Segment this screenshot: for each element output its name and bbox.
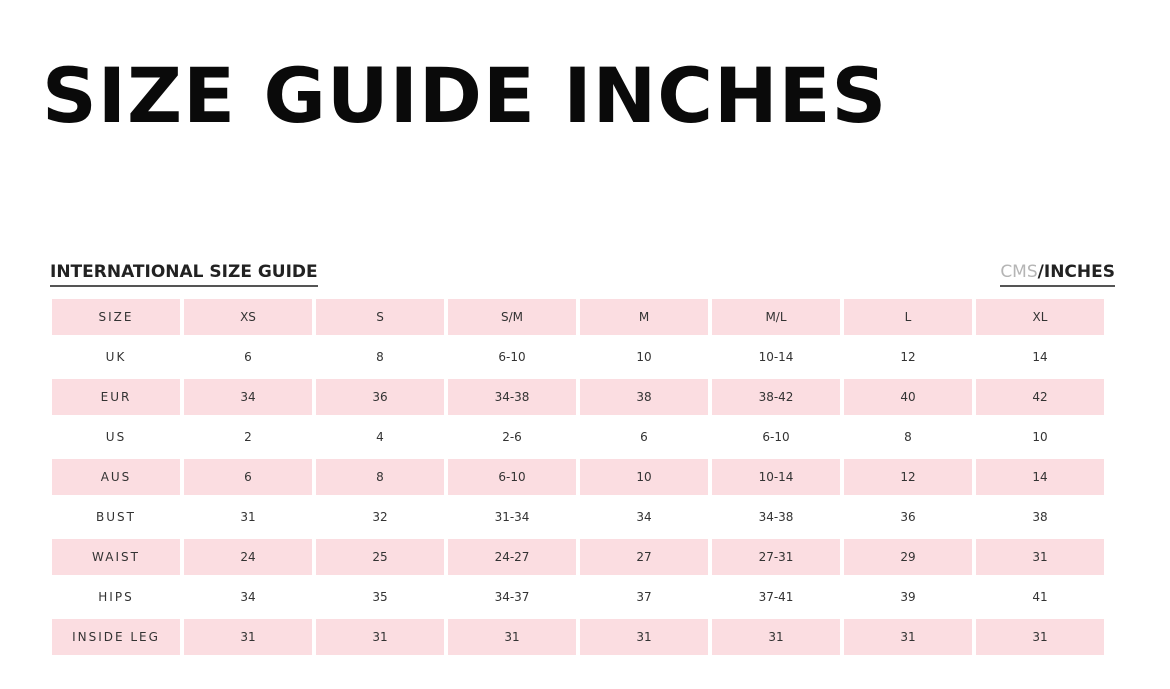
row-label: BUST xyxy=(96,510,136,524)
table-cell: 6-10 xyxy=(762,430,790,444)
table-cell: 34-38 xyxy=(758,510,794,524)
row-label: SIZE xyxy=(52,299,180,335)
table-cell: 36 xyxy=(900,510,916,524)
table-cell: M xyxy=(580,299,708,335)
row-label: US xyxy=(105,430,127,444)
table-row: HIPS 34 35 34-37 37 37-41 39 41 xyxy=(52,579,1104,615)
table-cell: 32 xyxy=(372,510,388,524)
row-label: AUS xyxy=(52,459,180,495)
table-cell: 10 xyxy=(636,350,652,364)
table-cell: 10-14 xyxy=(712,459,840,495)
table-row: EUR 34 36 34-38 38 38-42 40 42 xyxy=(52,379,1104,415)
row-label: EUR xyxy=(52,379,180,415)
table-cell: 4 xyxy=(376,430,384,444)
table-row: US 2 4 2-6 6 6-10 8 10 xyxy=(52,419,1104,455)
table-cell: 27-31 xyxy=(712,539,840,575)
table-cell: 31-34 xyxy=(494,510,530,524)
table-cell: M/L xyxy=(712,299,840,335)
row-label: UK xyxy=(105,350,127,364)
table-cell: 14 xyxy=(1032,350,1048,364)
table-cell: 34-37 xyxy=(494,590,530,604)
page-title: SIZE GUIDE INCHES xyxy=(42,51,888,140)
table-cell: 34 xyxy=(636,510,652,524)
table-cell: 8 xyxy=(904,430,912,444)
table-cell: 38 xyxy=(1032,510,1048,524)
table-cell: 10 xyxy=(1032,430,1048,444)
table-cell: 31 xyxy=(976,619,1104,655)
table-cell: 34 xyxy=(184,379,312,415)
row-label: INSIDE LEG xyxy=(52,619,180,655)
table-cell: 36 xyxy=(316,379,444,415)
table-cell: 12 xyxy=(900,350,916,364)
row-label: WAIST xyxy=(52,539,180,575)
table-cell: 40 xyxy=(844,379,972,415)
table-cell: 25 xyxy=(316,539,444,575)
table-row: WAIST 24 25 24-27 27 27-31 29 31 xyxy=(52,539,1104,575)
table-cell: 31 xyxy=(712,619,840,655)
table-cell: XS xyxy=(184,299,312,335)
table-row: AUS 6 8 6-10 10 10-14 12 14 xyxy=(52,459,1104,495)
table-cell: 38-42 xyxy=(712,379,840,415)
table-cell: 2-6 xyxy=(502,430,522,444)
table-cell: 35 xyxy=(372,590,388,604)
table-cell: 6 xyxy=(244,350,252,364)
unit-cms-link[interactable]: CMS xyxy=(1000,262,1038,282)
table-cell: 39 xyxy=(900,590,916,604)
table-cell: 38 xyxy=(580,379,708,415)
table-cell: L xyxy=(844,299,972,335)
table-cell: 34-38 xyxy=(448,379,576,415)
table-row: SIZE XS S S/M M M/L L XL xyxy=(52,299,1104,335)
unit-separator: / xyxy=(1037,262,1044,282)
table-cell: S xyxy=(316,299,444,335)
table-cell: 31 xyxy=(316,619,444,655)
table-cell: 31 xyxy=(184,619,312,655)
table-cell: 24-27 xyxy=(448,539,576,575)
table-cell: 6-10 xyxy=(448,459,576,495)
table-cell: 6 xyxy=(640,430,648,444)
table-cell: 14 xyxy=(976,459,1104,495)
table-cell: 41 xyxy=(1032,590,1048,604)
table-row: UK 6 8 6-10 10 10-14 12 14 xyxy=(52,339,1104,375)
table-cell: 6-10 xyxy=(498,350,526,364)
table-cell: 31 xyxy=(580,619,708,655)
table-cell: 27 xyxy=(580,539,708,575)
table-cell: 31 xyxy=(448,619,576,655)
unit-toggle: CMS/INCHES xyxy=(1000,262,1115,287)
table-cell: 31 xyxy=(240,510,256,524)
table-cell: 34 xyxy=(240,590,256,604)
table-cell: 10-14 xyxy=(758,350,794,364)
table-cell: 31 xyxy=(976,539,1104,575)
size-table: SIZE XS S S/M M M/L L XL UK 6 8 6-10 10 10-14 12 14 EUR 3… xyxy=(48,295,1108,659)
table-cell: 8 xyxy=(376,350,384,364)
unit-inches-link[interactable]: INCHES xyxy=(1043,262,1115,282)
table-cell: 31 xyxy=(844,619,972,655)
table-cell: 24 xyxy=(184,539,312,575)
table-cell: 37-41 xyxy=(758,590,794,604)
table-cell: 10 xyxy=(580,459,708,495)
table-row: INSIDE LEG 31 31 31 31 31 31 31 xyxy=(52,619,1104,655)
table-cell: 42 xyxy=(976,379,1104,415)
table-cell: 12 xyxy=(844,459,972,495)
table-cell: 8 xyxy=(316,459,444,495)
table-cell: 37 xyxy=(636,590,652,604)
table-cell: S/M xyxy=(448,299,576,335)
table-cell: 2 xyxy=(244,430,252,444)
table-row: BUST 31 32 31-34 34 34-38 36 38 xyxy=(52,499,1104,535)
row-label: HIPS xyxy=(98,590,134,604)
section-title: INTERNATIONAL SIZE GUIDE xyxy=(50,262,318,287)
table-cell: XL xyxy=(976,299,1104,335)
table-cell: 6 xyxy=(184,459,312,495)
table-cell: 29 xyxy=(844,539,972,575)
